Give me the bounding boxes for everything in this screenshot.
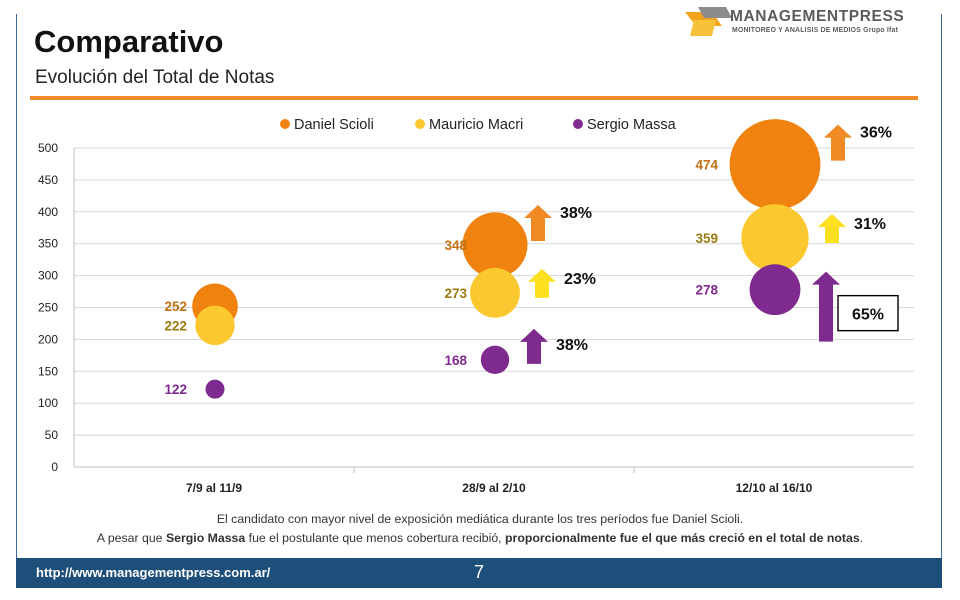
footnote-text: fue el postulante que menos cobertura re… — [245, 531, 506, 545]
y-tick-label: 450 — [38, 173, 58, 187]
legend-label: Mauricio Macri — [429, 117, 523, 133]
growth-label: 36% — [860, 125, 892, 142]
legend-marker — [280, 119, 290, 129]
growth-arrow-icon — [524, 204, 552, 241]
y-tick-label: 0 — [51, 460, 58, 474]
growth-badge-box — [837, 294, 899, 332]
legend-marker — [573, 119, 583, 129]
x-tick-label: 7/9 al 11/9 — [186, 481, 242, 495]
y-tick-label: 350 — [38, 237, 58, 251]
data-label: 278 — [695, 283, 718, 298]
growth-arrow-icon — [824, 124, 852, 161]
data-point — [749, 264, 801, 316]
slide-frame — [16, 14, 942, 586]
footnote-text: A pesar que — [96, 531, 166, 545]
footnote-emphasis-massa: Sergio Massa — [165, 531, 246, 545]
y-tick-label: 500 — [38, 141, 58, 155]
growth-label: 23% — [564, 271, 596, 288]
data-label: 252 — [164, 299, 187, 314]
page-number: 7 — [474, 562, 485, 582]
growth-label: 65% — [852, 307, 884, 324]
data-point — [470, 267, 520, 318]
data-point — [195, 305, 235, 346]
data-label: 348 — [444, 238, 467, 253]
data-point — [729, 119, 821, 210]
slide-subtitle: Evolución del Total de Notas — [35, 67, 275, 88]
data-label: 273 — [444, 286, 467, 301]
y-tick-label: 250 — [38, 301, 58, 315]
x-tick-label: 12/10 al 16/10 — [736, 481, 813, 495]
growth-arrow-icon — [528, 268, 556, 298]
x-tick-label: 28/9 al 2/10 — [462, 481, 526, 495]
growth-label: 31% — [854, 216, 886, 233]
footnote-emphasis-growth: proporcionalmente fue el que más creció … — [505, 531, 860, 545]
logo-tagline: MONITOREO Y ANALISIS DE MEDIOS Grupo Ifa… — [732, 27, 899, 34]
growth-label: 38% — [560, 205, 592, 222]
y-tick-label: 100 — [38, 396, 58, 410]
y-tick-label: 150 — [38, 364, 58, 378]
data-point — [741, 204, 809, 272]
bubble-chart: 0 50 100 150 200 250 300 350 400 450 500 7/9 al 11/… — [38, 117, 914, 495]
logo-name: MANAGEMENTPRESS — [730, 8, 905, 25]
legend-marker — [415, 119, 425, 129]
growth-arrow-icon — [812, 271, 840, 342]
data-label: 474 — [695, 158, 718, 173]
growth-label: 38% — [556, 337, 588, 354]
footer-bar: http://www.managementpress.com.ar/ 7 — [16, 558, 942, 588]
growth-arrow-icon — [818, 213, 846, 243]
legend-label: Sergio Massa — [587, 117, 677, 133]
data-label: 168 — [444, 353, 467, 368]
title-divider — [30, 96, 918, 100]
footer-url[interactable]: http://www.managementpress.com.ar/ — [36, 565, 271, 580]
footnote-line-2: A pesar que Sergio Massa fue el postulan… — [20, 531, 940, 545]
y-tick-label: 400 — [38, 205, 58, 219]
y-tick-label: 200 — [38, 332, 58, 346]
data-label: 359 — [695, 231, 718, 246]
data-point — [462, 212, 528, 278]
data-point — [205, 379, 225, 399]
footnote-text: . — [859, 531, 864, 545]
y-tick-label: 300 — [38, 269, 58, 283]
footnote-line-1: El candidato con mayor nivel de exposici… — [216, 512, 744, 526]
slide-title: Comparativo — [34, 24, 224, 59]
growth-arrow-icon — [520, 328, 548, 364]
legend-label: Daniel Scioli — [294, 117, 374, 133]
y-tick-label: 50 — [45, 428, 59, 442]
data-label: 122 — [164, 382, 187, 397]
data-label: 222 — [164, 318, 187, 333]
data-point — [480, 345, 510, 375]
logo-mark-icon — [685, 7, 732, 36]
